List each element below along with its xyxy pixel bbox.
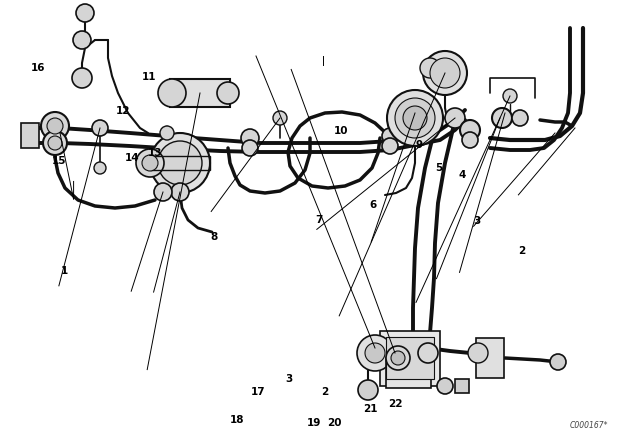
Text: 3: 3	[285, 375, 293, 384]
Circle shape	[423, 51, 467, 95]
Circle shape	[437, 378, 453, 394]
Circle shape	[43, 131, 67, 155]
Bar	[385, 358, 431, 388]
Circle shape	[217, 82, 239, 104]
Circle shape	[73, 31, 91, 49]
Text: 20: 20	[328, 418, 342, 428]
Bar	[170, 79, 230, 107]
Bar	[21, 122, 39, 147]
Circle shape	[420, 58, 440, 78]
Circle shape	[150, 133, 210, 193]
Text: 18: 18	[230, 415, 244, 425]
Text: 9: 9	[415, 140, 423, 150]
Circle shape	[468, 343, 488, 363]
Circle shape	[382, 138, 398, 154]
Circle shape	[47, 118, 63, 134]
Circle shape	[273, 111, 287, 125]
Circle shape	[158, 79, 186, 107]
Circle shape	[41, 112, 69, 140]
Text: 10: 10	[334, 126, 348, 136]
Circle shape	[395, 98, 435, 138]
Circle shape	[445, 108, 465, 128]
Text: 13: 13	[148, 148, 163, 158]
Circle shape	[158, 141, 202, 185]
Text: 2: 2	[518, 246, 525, 256]
Text: 1: 1	[60, 266, 68, 276]
Circle shape	[418, 343, 438, 363]
Text: 12: 12	[116, 106, 130, 116]
Circle shape	[462, 132, 478, 148]
Circle shape	[365, 343, 385, 363]
Circle shape	[94, 162, 106, 174]
Text: 19: 19	[307, 418, 321, 428]
Circle shape	[241, 129, 259, 147]
Text: 5: 5	[435, 163, 442, 173]
Bar	[386, 337, 434, 379]
Circle shape	[171, 183, 189, 201]
Circle shape	[142, 155, 158, 171]
Circle shape	[92, 120, 108, 136]
Bar	[455, 379, 469, 393]
Text: 6: 6	[369, 200, 377, 210]
Circle shape	[387, 90, 443, 146]
Text: 14: 14	[125, 153, 140, 163]
Circle shape	[430, 58, 460, 88]
Text: 22: 22	[388, 399, 403, 409]
Text: 21: 21	[363, 404, 377, 414]
Text: 8: 8	[211, 232, 218, 241]
Text: 16: 16	[31, 63, 45, 73]
Circle shape	[358, 380, 378, 400]
Circle shape	[76, 4, 94, 22]
Circle shape	[391, 351, 405, 365]
Text: C000167*: C000167*	[570, 421, 608, 430]
Circle shape	[136, 149, 164, 177]
Circle shape	[403, 106, 427, 130]
Circle shape	[386, 346, 410, 370]
Circle shape	[357, 335, 393, 371]
Circle shape	[160, 126, 174, 140]
Circle shape	[154, 183, 172, 201]
Bar	[476, 338, 504, 378]
Text: 7: 7	[315, 215, 323, 224]
Bar	[150, 156, 210, 170]
Text: 17: 17	[251, 388, 265, 397]
Bar	[380, 331, 440, 385]
Circle shape	[242, 140, 258, 156]
Circle shape	[382, 128, 398, 144]
Circle shape	[460, 120, 480, 140]
Text: 11: 11	[142, 72, 156, 82]
Text: 4: 4	[458, 170, 466, 180]
Circle shape	[512, 110, 528, 126]
Circle shape	[492, 108, 512, 128]
Text: 15: 15	[52, 156, 67, 166]
Circle shape	[550, 354, 566, 370]
Circle shape	[503, 89, 517, 103]
Text: 3: 3	[473, 216, 481, 226]
Text: 2: 2	[321, 387, 329, 397]
Circle shape	[72, 68, 92, 88]
Circle shape	[48, 136, 62, 150]
